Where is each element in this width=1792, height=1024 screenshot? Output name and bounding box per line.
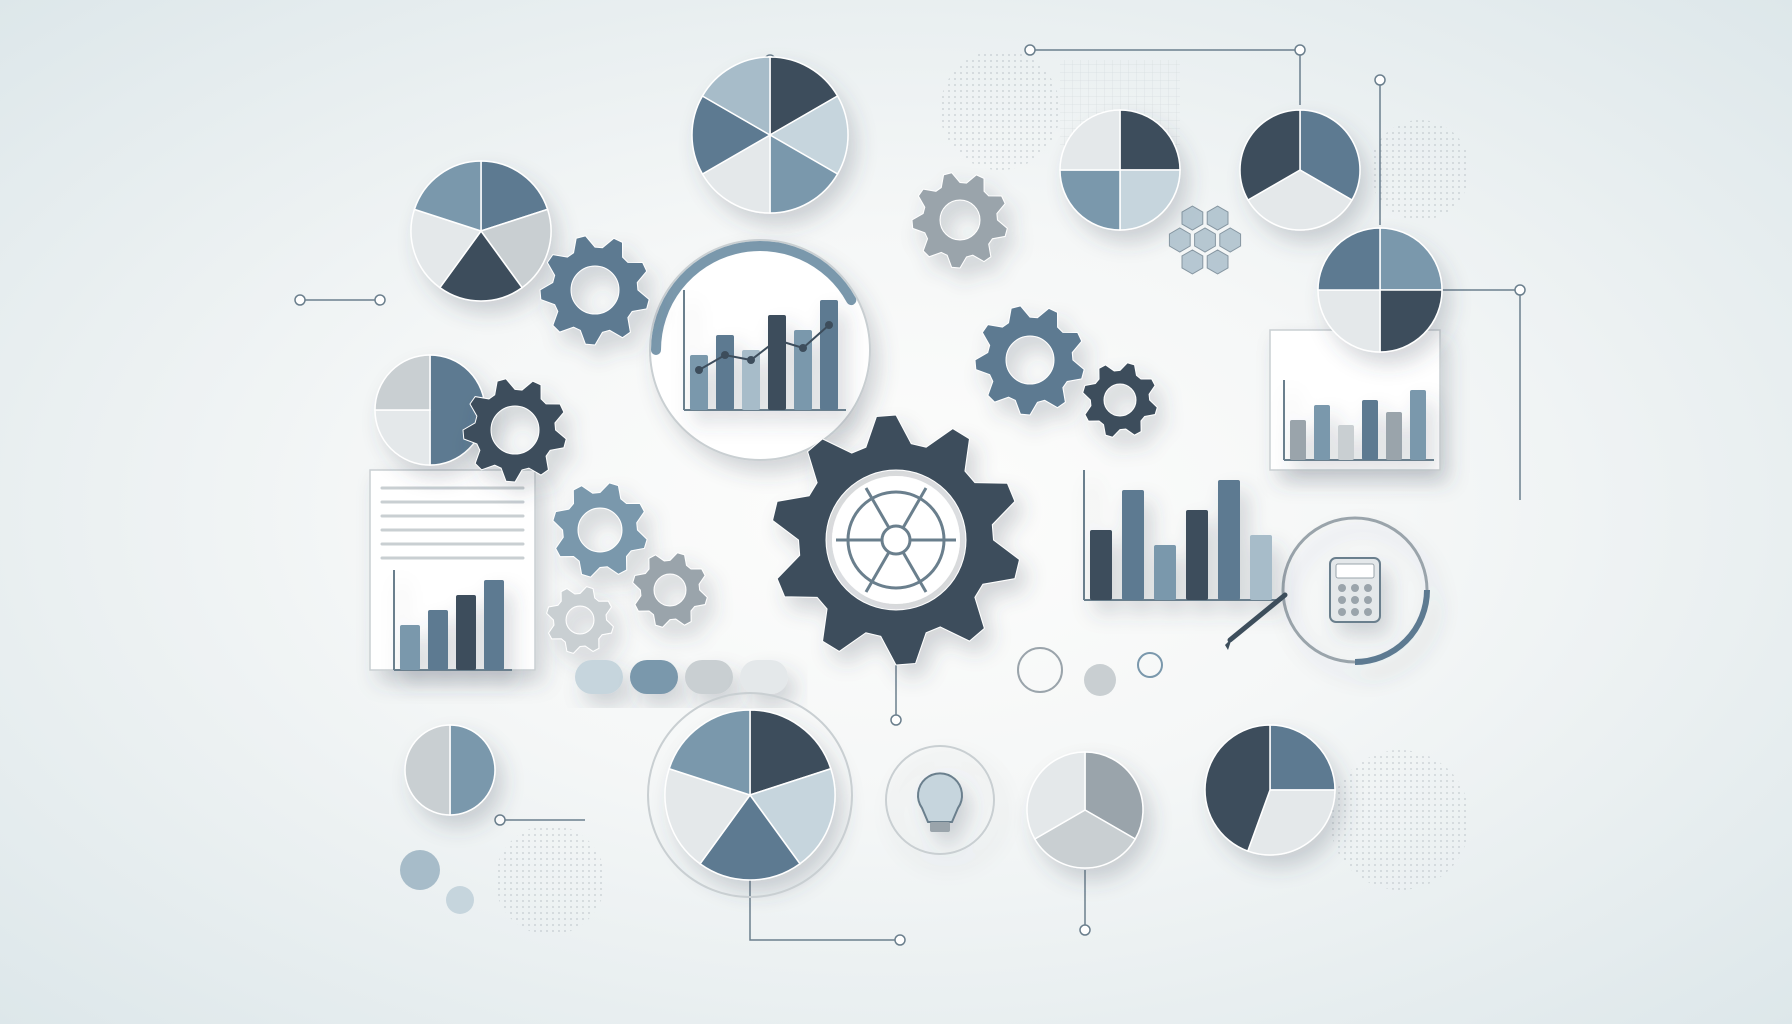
pill-shape (630, 660, 678, 694)
gear-cluster-c (547, 587, 614, 654)
texture-patch (940, 50, 1060, 170)
accent-circle (1018, 648, 1062, 692)
texture-patch (495, 825, 605, 935)
gear-right-b (1083, 363, 1158, 438)
accent-circle (446, 886, 474, 914)
pie-top-left (411, 161, 551, 301)
pie-bottom-center (665, 710, 835, 880)
connector-node (1515, 285, 1525, 295)
connector-node (1025, 45, 1035, 55)
connector-node (295, 295, 305, 305)
pie-top-right-b (1240, 110, 1360, 230)
accent-circle (1084, 664, 1116, 696)
gear-grey-top (912, 173, 1007, 268)
connector-node (895, 935, 905, 945)
calculator-icon (1283, 518, 1427, 662)
hex-cluster (1169, 206, 1240, 274)
gear-main (773, 415, 1020, 665)
connector-node (375, 295, 385, 305)
connector-node (1080, 925, 1090, 935)
connector-line (750, 880, 900, 940)
accent-circle (1138, 653, 1162, 677)
pie-right (1318, 228, 1442, 352)
gear-blue-top (540, 236, 649, 345)
accent-circle (400, 850, 440, 890)
pill-shape (685, 660, 733, 694)
connector-node (1375, 75, 1385, 85)
connector-node (891, 715, 901, 725)
lightbulb-icon (886, 746, 994, 854)
gear-right-a (975, 306, 1084, 415)
pen-icon (1225, 595, 1285, 650)
pie-left-mid (375, 355, 485, 465)
pill-shape (740, 660, 788, 694)
pie-top-center (692, 57, 848, 213)
connector-node (495, 815, 505, 825)
pie-bottom-right-b (1205, 725, 1335, 855)
bars-mid-right (1084, 470, 1282, 600)
connector-node (1295, 45, 1305, 55)
pie-top-right-a (1060, 110, 1180, 230)
pill-shape (575, 660, 623, 694)
gear-cluster-b (633, 553, 708, 628)
texture-patch (1330, 750, 1470, 890)
pie-bottom-left (405, 725, 495, 815)
gear-cluster-a (553, 483, 647, 577)
texture-patch (1370, 120, 1470, 220)
connector-line (1440, 290, 1520, 500)
pie-bottom-right-a (1027, 752, 1143, 868)
infographic-canvas (0, 0, 1792, 1024)
